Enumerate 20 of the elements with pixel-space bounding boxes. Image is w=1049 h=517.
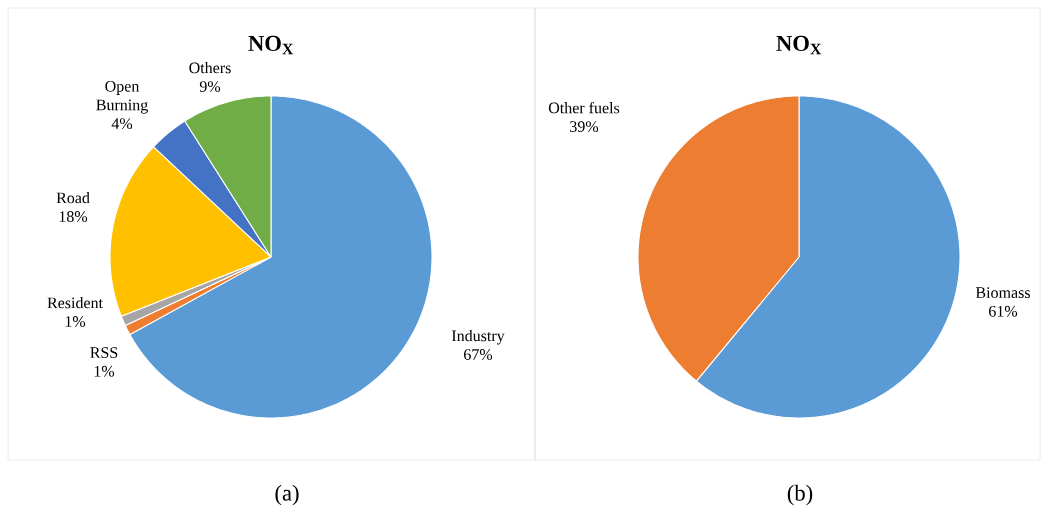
data-label: 1%	[94, 365, 115, 377]
chart-title: NO$_{X}$	[248, 35, 294, 55]
slice-label: Road	[56, 192, 90, 204]
data-label: 61%	[989, 305, 1018, 317]
slice-label: Resident	[47, 297, 103, 309]
data-label: 9%	[199, 81, 221, 92]
slice-label: Other fuels	[548, 101, 620, 114]
slice-label: Biomass	[975, 287, 1030, 298]
data-label: 1%	[65, 316, 86, 327]
data-label: 4%	[111, 118, 133, 130]
text: (a)	[275, 484, 299, 506]
slice-label: RSS	[90, 347, 118, 358]
data-label: 39%	[570, 121, 599, 133]
chart-title: NO$_{X}$	[776, 35, 822, 55]
data-label: 18%	[59, 211, 88, 222]
slice-label: Industry	[451, 330, 505, 345]
text: (b)	[787, 484, 813, 506]
slice-label: Open Burning	[96, 80, 148, 114]
slice-label: Others	[189, 62, 231, 74]
data-label: 67%	[464, 349, 493, 360]
